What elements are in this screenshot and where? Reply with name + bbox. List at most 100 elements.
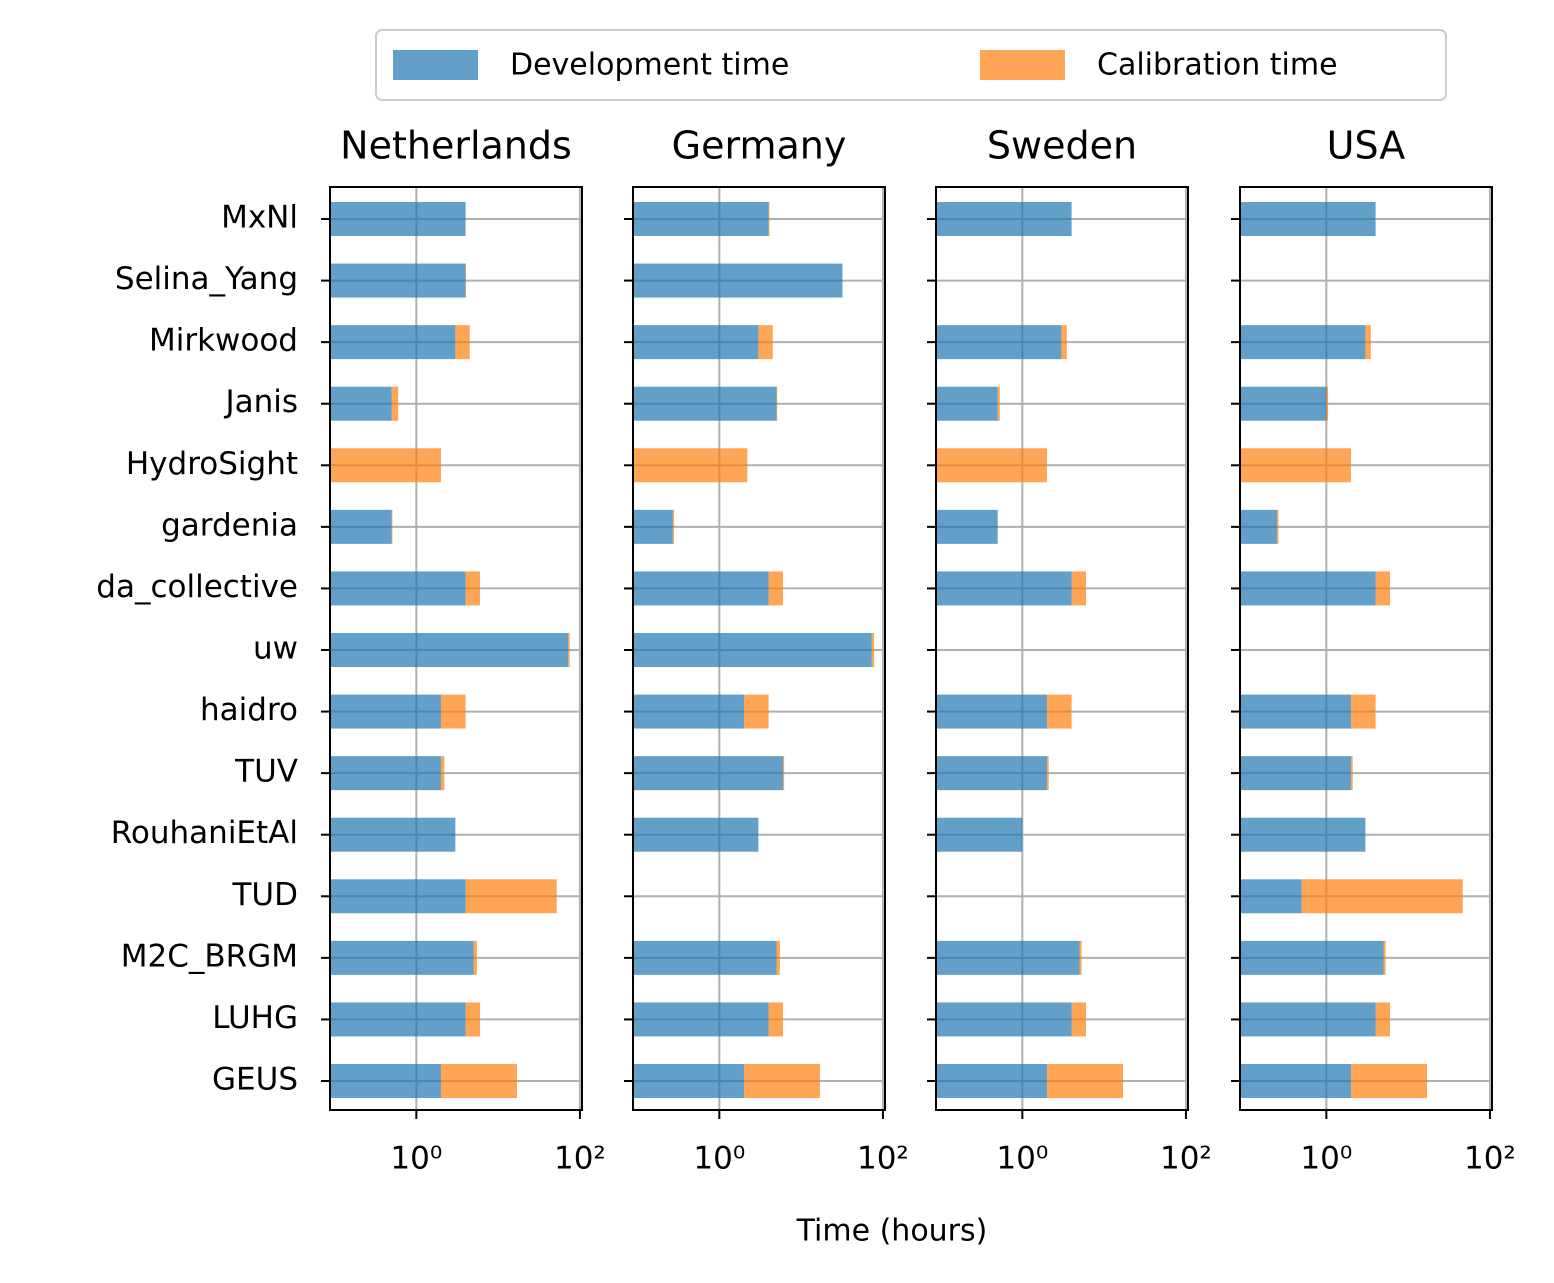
bar: [465, 879, 557, 914]
bar: [782, 756, 785, 791]
bar: [1240, 1002, 1376, 1037]
bar: [633, 263, 843, 298]
bar: [936, 448, 1047, 483]
bar: [1240, 879, 1302, 914]
axes-frame: [1239, 186, 1493, 1111]
bar: [633, 509, 673, 544]
x-tick-label: 10²: [1464, 1141, 1516, 1177]
bar: [1240, 1064, 1351, 1098]
bar: [330, 509, 392, 544]
y-tick-label: MxNl: [221, 200, 298, 236]
bar: [1277, 509, 1279, 544]
bar: [330, 1064, 441, 1098]
bar: [1046, 756, 1049, 791]
bar: [1301, 879, 1463, 914]
bar: [633, 1064, 744, 1098]
bar: [1240, 325, 1366, 360]
bar: [936, 940, 1080, 975]
bar: [633, 633, 872, 667]
bar: [440, 756, 445, 791]
bar: [1240, 448, 1351, 483]
y-tick-label: HydroSight: [126, 446, 298, 482]
y-tick-label: Mirkwood: [149, 323, 298, 359]
bar: [768, 202, 770, 236]
bar: [1240, 509, 1278, 544]
x-tick-label: 10⁰: [693, 1141, 745, 1177]
bar: [1240, 386, 1327, 421]
bar: [768, 1002, 783, 1037]
bar: [330, 694, 441, 729]
bar: [330, 817, 456, 852]
bar: [1350, 1064, 1427, 1098]
bar: [633, 202, 769, 236]
bar: [330, 448, 441, 483]
bar: [871, 633, 875, 667]
bar: [936, 571, 1072, 606]
bar: [997, 386, 1000, 421]
bar: [568, 633, 570, 667]
axes-frame: [935, 186, 1189, 1111]
bar: [936, 1064, 1047, 1098]
bar: [633, 756, 783, 791]
y-tick-label: haidro: [200, 692, 298, 728]
bar: [1326, 386, 1329, 421]
panel-title: Germany: [672, 124, 847, 168]
y-tick-label: gardenia: [161, 507, 298, 543]
bar: [455, 325, 470, 360]
bar: [633, 1002, 769, 1037]
bar: [1240, 817, 1366, 852]
bar: [473, 940, 477, 975]
axes-frame: [329, 186, 583, 1111]
bar: [936, 756, 1047, 791]
bar: [1350, 694, 1376, 729]
axes-frame: [632, 186, 886, 1111]
bar: [672, 509, 675, 544]
bar: [1071, 1002, 1086, 1037]
x-tick-label: 10⁰: [996, 1141, 1048, 1177]
y-tick-label: GEUS: [212, 1062, 298, 1098]
y-tick-label: M2C_BRGM: [121, 938, 298, 974]
bar: [1061, 325, 1067, 360]
bar: [1071, 571, 1086, 606]
x-tick-label: 10²: [857, 1141, 909, 1177]
bar: [776, 940, 780, 975]
x-tick-label: 10²: [1160, 1141, 1212, 1177]
bar: [1046, 694, 1072, 729]
bar: [936, 1002, 1072, 1037]
bar: [936, 386, 998, 421]
legend-swatch: [393, 50, 478, 80]
bar: [1375, 571, 1390, 606]
bar: [758, 325, 773, 360]
panel-title: Netherlands: [340, 124, 572, 168]
bar: [1240, 756, 1351, 791]
bar: [936, 325, 1062, 360]
bar: [1240, 202, 1376, 236]
bar: [633, 571, 769, 606]
bar: [440, 1064, 517, 1098]
y-tick-label: TUV: [234, 754, 298, 790]
bar: [465, 1002, 480, 1037]
panel-title: USA: [1327, 124, 1406, 168]
bar: [330, 263, 466, 298]
y-tick-label: TUD: [232, 877, 299, 913]
x-tick-label: 10²: [554, 1141, 606, 1177]
bar: [633, 694, 744, 729]
y-tick-label: RouhaniEtAl: [111, 815, 298, 851]
bar: [633, 386, 777, 421]
y-tick-label: LUHG: [212, 1000, 298, 1036]
legend-label: Development time: [510, 48, 789, 83]
bar: [1365, 325, 1371, 360]
bar: [330, 756, 441, 791]
bar: [330, 1002, 466, 1037]
bar: [768, 571, 783, 606]
bar: [633, 448, 748, 483]
bar: [776, 386, 778, 421]
bar: [330, 879, 466, 914]
legend-swatch: [980, 50, 1065, 80]
bar: [330, 571, 466, 606]
bar: [936, 694, 1047, 729]
bar: [1079, 940, 1082, 975]
bar: [1240, 940, 1384, 975]
bar: [633, 940, 777, 975]
